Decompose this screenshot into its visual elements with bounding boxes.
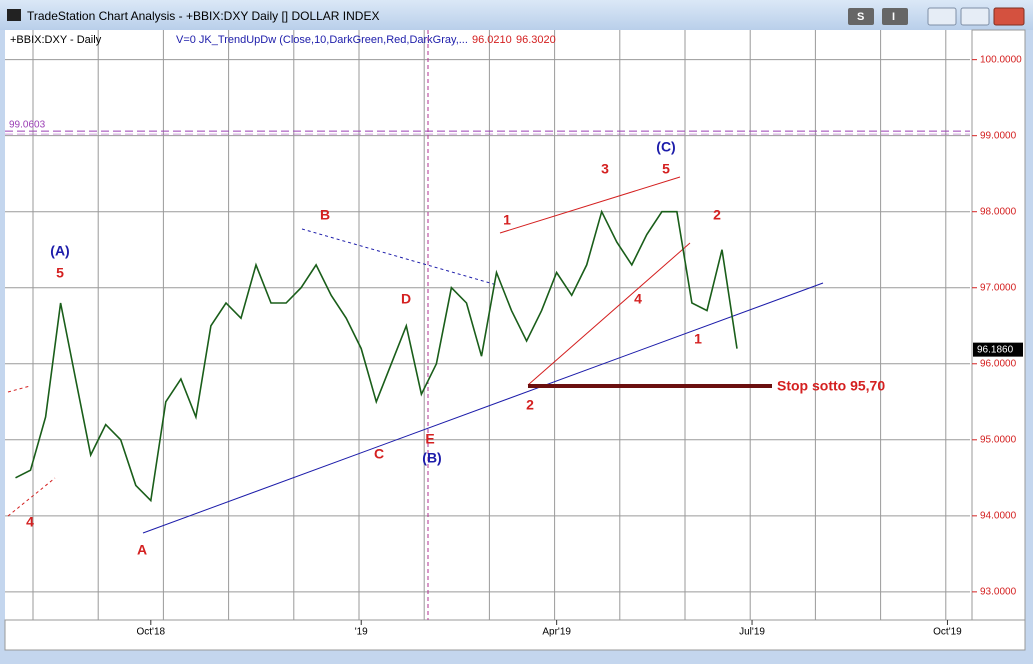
trend-line (301, 228, 498, 286)
y-tick-label: 96.0000 (980, 358, 1017, 369)
wave-label: D (401, 291, 411, 307)
last-price-label: 96.1860 (977, 344, 1014, 355)
wave-label: B (320, 207, 330, 223)
wave-label: C (374, 446, 384, 462)
wave-label: 5 (662, 161, 670, 177)
wave-label: 4 (634, 291, 642, 307)
s-button[interactable] (848, 8, 874, 25)
i-button[interactable] (882, 8, 908, 25)
window-title: TradeStation Chart Analysis - +BBIX:DXY … (27, 9, 379, 23)
wave-label: 1 (694, 331, 702, 347)
wave-label: (B) (422, 450, 441, 466)
app-icon (7, 9, 21, 21)
y-tick-label: 95.0000 (980, 434, 1017, 445)
channel-line (499, 176, 681, 234)
minimize-button[interactable] (927, 7, 957, 26)
last-price-box (973, 342, 1023, 357)
y-tick-label: 100.0000 (980, 54, 1022, 65)
indicator-label: V=0 JK_TrendUpDw (Close,10,DarkGreen,Red… (176, 34, 468, 46)
wave-label: (C) (656, 139, 675, 155)
y-tick-label: 93.0000 (980, 587, 1017, 598)
y-tick-label: 99.0000 (980, 130, 1017, 141)
y-tick-label: 97.0000 (980, 282, 1017, 293)
wave-label: 2 (526, 397, 534, 413)
level-label: 99.0603 (9, 120, 46, 131)
wave-label: 3 (601, 161, 609, 177)
x-tick-label: '19 (355, 627, 368, 638)
stop-label: Stop sotto 95,70 (777, 378, 885, 394)
s-button-label[interactable]: S (857, 11, 864, 23)
wave-label: (A) (50, 243, 69, 259)
x-tick-label: Oct'19 (933, 627, 962, 638)
price-axis (971, 29, 1026, 621)
x-tick-label: Apr'19 (542, 627, 571, 638)
indicator-value: 96.0210 (472, 34, 512, 46)
i-button-label[interactable]: I (892, 11, 895, 23)
wave-label: 2 (713, 207, 721, 223)
trend-line (7, 477, 56, 517)
wave-label: A (137, 542, 147, 558)
symbol-label: +BBIX:DXY - Daily (10, 34, 102, 46)
indicator-value: 96.3020 (516, 34, 556, 46)
x-tick-label: Oct'18 (137, 627, 166, 638)
channel-line (527, 242, 691, 386)
y-tick-label: 94.0000 (980, 510, 1017, 521)
wave-label: 4 (26, 514, 34, 530)
x-tick-label: Jul'19 (739, 627, 765, 638)
trend-line (142, 282, 824, 534)
time-axis (4, 619, 1026, 651)
wave-label: 5 (56, 265, 64, 281)
wave-label: 1 (503, 212, 511, 228)
trend-line (7, 385, 31, 393)
close-button[interactable] (993, 7, 1025, 26)
y-tick-label: 98.0000 (980, 206, 1017, 217)
plot-area (5, 30, 972, 620)
wave-label: E (425, 431, 434, 447)
maximize-button[interactable] (960, 7, 990, 26)
price-line (15, 209, 738, 503)
